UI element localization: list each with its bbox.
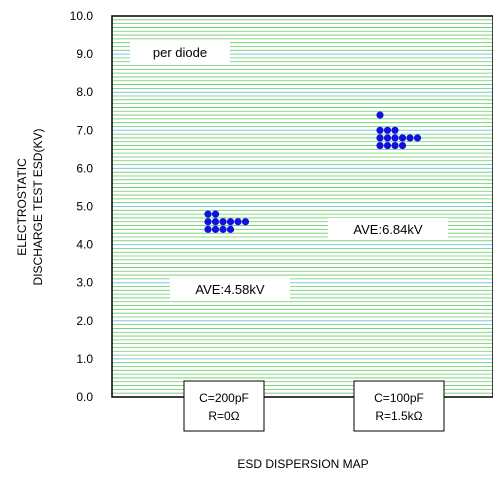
category-box-1 [183,380,265,432]
data-points [204,111,422,233]
y-tick-label: 2.0 [76,314,93,328]
data-point [383,126,392,134]
data-point [204,210,212,218]
y-tick-label: 1.0 [76,352,93,366]
y-tick-label: 5.0 [76,200,93,214]
y-tick-label: 3.0 [76,276,93,290]
category-box-2 [353,380,445,432]
data-point [398,134,407,142]
category-2-line-1: C=100pF [374,391,424,405]
category-label-2: C=100pF R=1.5kΩ [353,380,445,432]
y-axis-title-line-2: DISCHARGE TEST ESD(KV) [31,129,45,286]
data-point [226,225,235,233]
data-point [376,111,384,119]
data-point [376,134,384,142]
x-axis-title: ESD DISPERSION MAP [237,457,368,471]
grid-lines [112,19,493,394]
y-tick-label: 6.0 [76,161,93,175]
average-label-1: AVE:4.58kV [195,282,264,297]
data-point [391,126,399,134]
data-point [211,218,220,226]
category-1-line-1: C=200pF [199,391,249,405]
data-point [376,126,384,134]
y-tick-label: 4.0 [76,238,93,252]
category-2-line-2: R=1.5kΩ [375,409,422,423]
data-point [391,141,399,150]
y-tick-label: 10.0 [70,9,94,23]
data-point [204,225,212,233]
y-tick-label: 7.0 [76,123,93,137]
y-tick-label: 9.0 [76,47,93,61]
data-point [391,134,399,142]
y-tick-labels: 0.0 1.0 2.0 3.0 4.0 5.0 6.0 7.0 8.0 9.0 10.0 [70,9,94,404]
category-label-1: C=200pF R=0Ω [183,380,265,432]
data-point [383,134,392,142]
data-point [376,141,384,150]
average-label-box-1 [170,278,290,300]
per-diode-box [130,41,230,63]
y-axis-title-line-1: ELECTROSTATIC [15,158,29,256]
y-axis-title: ELECTROSTATIC DISCHARGE TEST ESD(KV) [15,129,45,286]
data-point [383,141,392,150]
data-point [234,218,242,226]
per-diode-label: per diode [153,45,207,60]
average-label-2: AVE:6.84kV [353,222,422,237]
y-tick-label: 0.0 [76,390,93,404]
data-point [219,218,227,226]
average-label-box-2 [328,218,448,240]
plot-frame [111,15,493,398]
category-1-line-2: R=0Ω [208,409,239,423]
data-point [226,218,235,226]
y-tick-label: 8.0 [76,85,93,99]
data-point [406,134,414,142]
data-point [211,225,220,233]
data-point [398,141,407,150]
data-point [219,225,227,233]
data-point [241,218,250,226]
data-point [204,218,212,226]
data-point [211,210,220,218]
data-point [413,134,422,142]
